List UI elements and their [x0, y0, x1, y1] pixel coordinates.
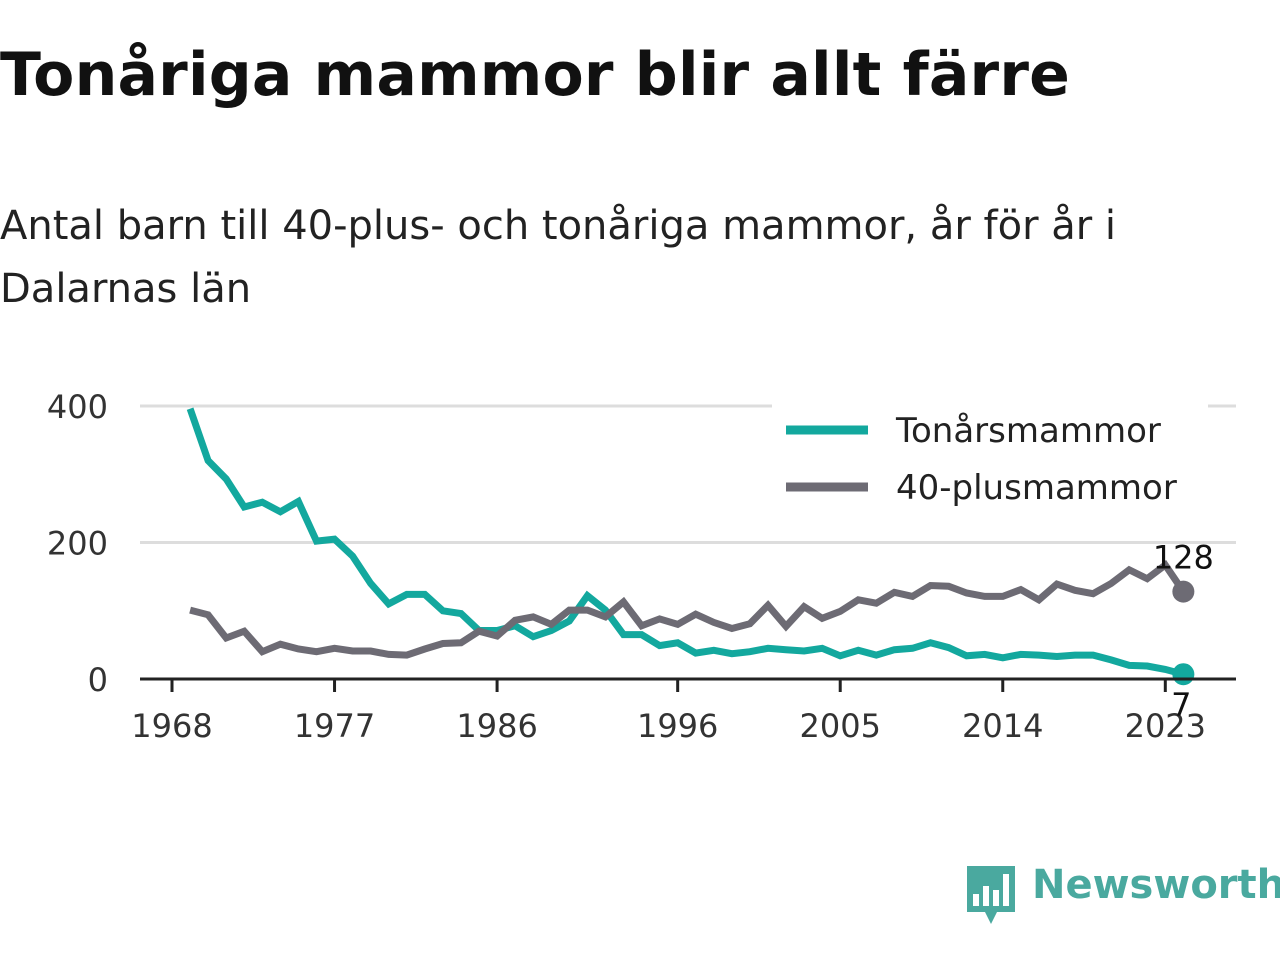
legend-label: Tonårsmammor [895, 411, 1161, 451]
y-axis-ticks: 0 200 400 [47, 388, 108, 699]
newsworthy-logo: Newsworthy [962, 862, 1280, 932]
newsworthy-logo-icon [967, 866, 1015, 924]
series-lines [186, 407, 1195, 686]
legend-label: 40-plusmammor [896, 468, 1177, 508]
x-tick-label: 2014 [962, 707, 1043, 745]
end-label-tonarsmammor: 7 [1171, 686, 1191, 724]
series-line-40-plusmammor [189, 559, 1187, 659]
chart-title: Tonåriga mammor blir allt färre [0, 40, 1071, 110]
x-tick-label: 1977 [294, 707, 375, 745]
legend: Tonårsmammor 40-plusmammor [772, 400, 1208, 524]
brand-name: Newsworthy [1032, 862, 1280, 908]
end-labels: 128 7 [1153, 539, 1214, 725]
series-line-tonarsmammor [186, 407, 1185, 678]
y-tick-label: 0 [88, 661, 108, 699]
x-tick-label: 1968 [131, 707, 212, 745]
x-axis: 1968 1977 1986 1996 2005 2014 2023 [131, 677, 1236, 745]
chart-subtitle: Antal barn till 40-plus- och tonåriga ma… [0, 203, 1117, 312]
x-tick-label: 2023 [1125, 707, 1206, 745]
end-point-tonarsmammor [1172, 663, 1195, 686]
y-tick-label: 200 [47, 525, 108, 563]
x-tick-label: 1986 [456, 707, 537, 745]
end-label-40-plusmammor: 128 [1153, 539, 1214, 577]
end-point-40-plusmammor [1172, 580, 1195, 603]
x-tick-label: 1996 [637, 707, 718, 745]
x-tick-label: 2005 [800, 707, 881, 745]
legend-background [772, 400, 1208, 524]
y-tick-label: 400 [47, 388, 108, 426]
